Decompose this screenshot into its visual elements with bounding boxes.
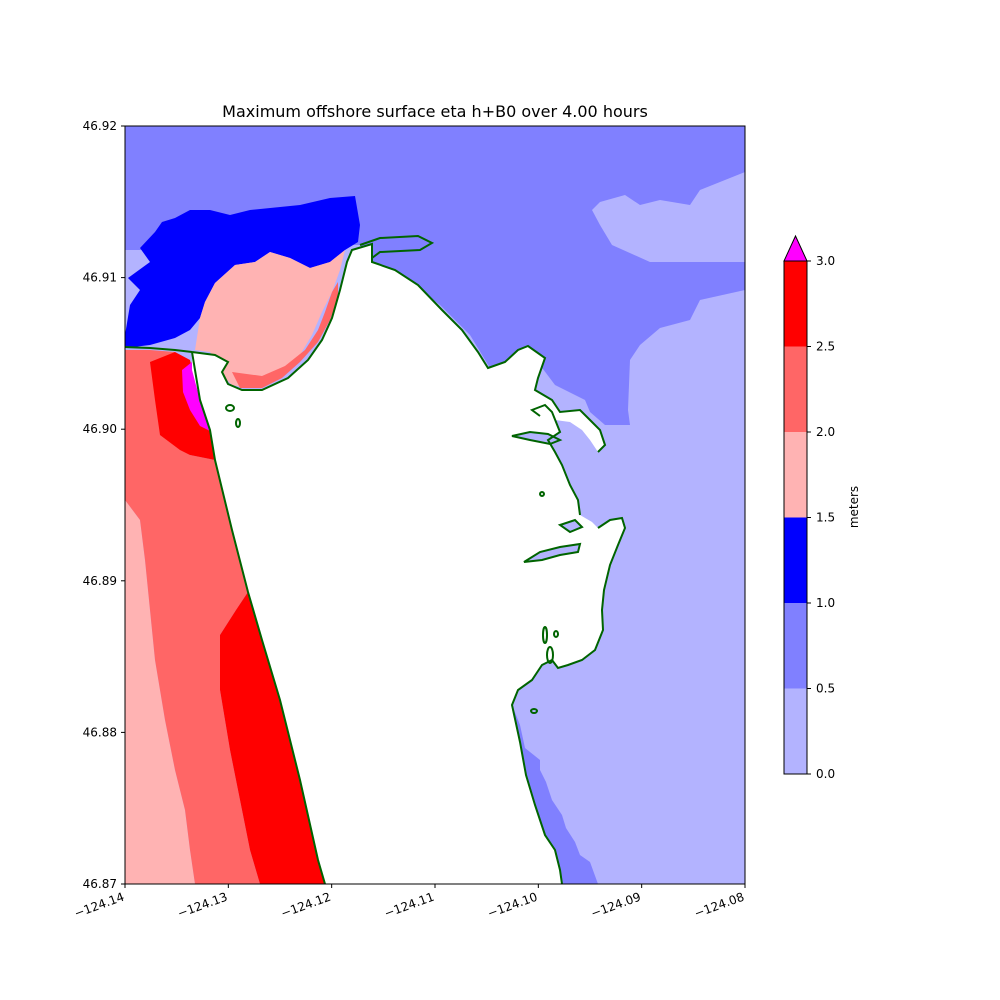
colorbar-tick-label: 2.0 — [816, 425, 835, 439]
x-tick-label: −124.12 — [279, 890, 333, 921]
x-tick-label: −124.13 — [176, 890, 230, 921]
surface-region-2.5-3m-north — [150, 352, 215, 460]
colorbar-segment — [784, 688, 807, 774]
colorbar-tick-label: 1.0 — [816, 596, 835, 610]
surface-region-1.5-2m-offshore — [125, 500, 195, 884]
colorbar: 0.0 0.5 1.0 1.5 2.0 2.5 3.0 meters — [783, 234, 861, 781]
x-tick-label: −124.10 — [486, 890, 540, 921]
surface-region-0.5-1m-north — [125, 126, 745, 425]
colorbar-tick-label: 0.5 — [816, 682, 835, 696]
surface-region-1-1.5m — [125, 196, 360, 348]
colorbar-tick-label: 2.5 — [816, 340, 835, 354]
land-mass — [192, 244, 625, 884]
colorbar-label: meters — [847, 486, 861, 528]
x-tick-label: −124.14 — [72, 890, 126, 921]
y-axis: 46.92 46.91 46.90 46.89 46.88 46.87 — [83, 119, 125, 891]
surface-region-2-2.5m-offshore — [125, 350, 260, 884]
x-tick-label: −124.11 — [382, 890, 436, 921]
colorbar-extend-triangle — [783, 234, 808, 262]
y-tick-label: 46.89 — [83, 574, 117, 588]
colorbar-segment — [784, 517, 807, 603]
x-tick-label: −124.09 — [589, 890, 643, 921]
x-axis: −124.14 −124.13 −124.12 −124.11 −124.10 −124.… — [72, 884, 746, 921]
coastline — [125, 234, 627, 884]
y-tick-label: 46.90 — [83, 422, 117, 436]
surface-region-1.5-2m-bay — [195, 250, 345, 388]
surface-region-2-2.5m-bay — [232, 282, 338, 388]
colorbar-tick-label: 3.0 — [816, 254, 835, 268]
colorbar-segment — [784, 603, 807, 689]
estuary-channel-2 — [524, 544, 580, 562]
x-tick-label: −124.08 — [692, 890, 746, 921]
colorbar-segment — [784, 261, 807, 347]
y-tick-label: 46.91 — [83, 271, 117, 285]
map-title: Maximum offshore surface eta h+B0 over 4… — [222, 102, 648, 121]
y-tick-label: 46.88 — [83, 725, 117, 739]
map-plot-area — [125, 126, 745, 884]
colorbar-segment — [784, 346, 807, 432]
y-tick-label: 46.92 — [83, 119, 117, 133]
surface-region-2.5-3m-south — [220, 592, 325, 884]
colorbar-segment — [784, 432, 807, 518]
y-tick-label: 46.87 — [83, 877, 117, 891]
colorbar-tick-label: 0.0 — [816, 767, 835, 781]
colorbar-tick-label: 1.5 — [816, 511, 835, 525]
